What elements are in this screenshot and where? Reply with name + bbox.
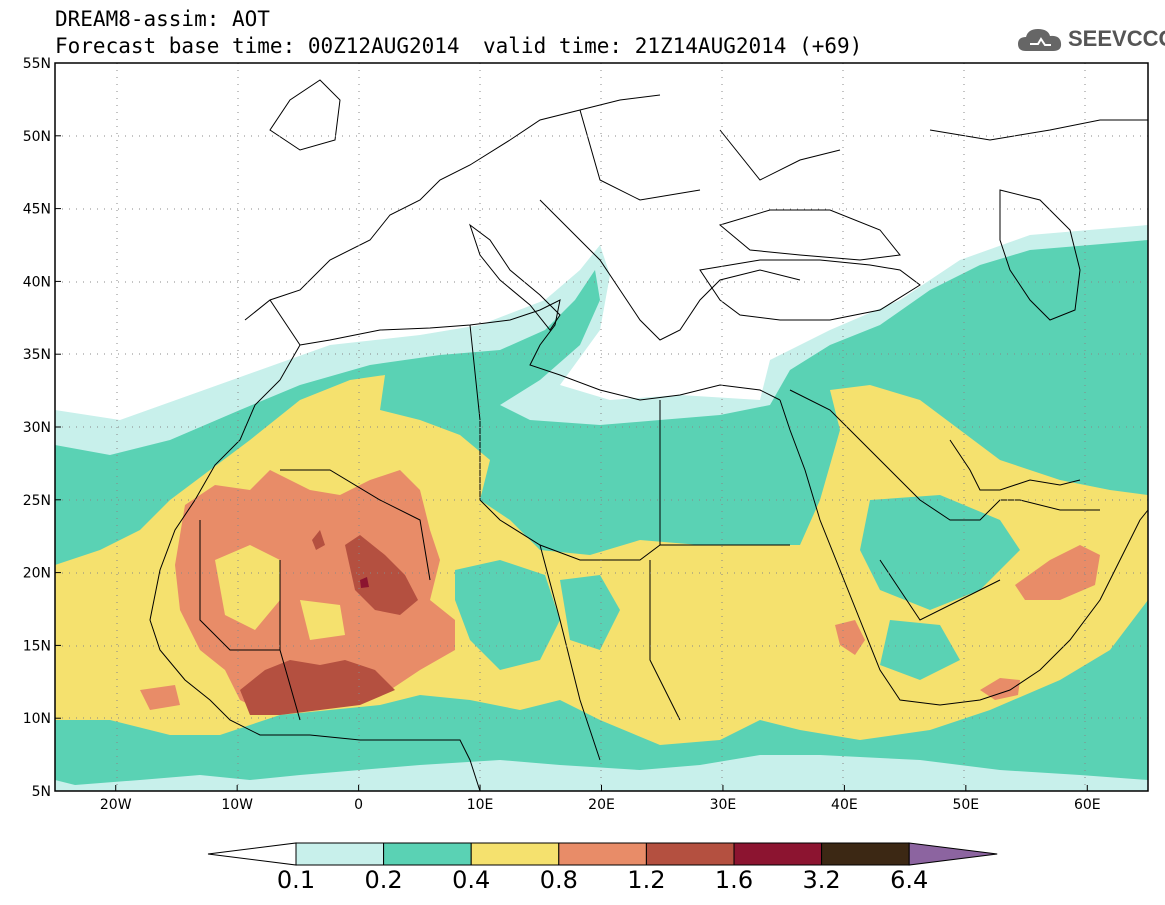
valid-time-label: valid time: 21Z14AUG2014 (+69) [483, 34, 863, 58]
colorbar-label: 0.1 [276, 866, 316, 894]
aot-level-1.2-south [240, 660, 395, 715]
colorbar-label: 3.2 [802, 866, 841, 894]
aot-level-0.8 [175, 470, 455, 715]
aot-level-0.2-inner [560, 575, 620, 650]
logo-text: SEEVCCC [1068, 26, 1165, 51]
aot-level-1.2 [345, 535, 418, 615]
lat-tick-label: 45N [23, 202, 51, 218]
colorbar-label: 0.8 [539, 866, 578, 894]
latitude-ticks: 55N 50N 45N 40N 35N 30N 25N 20N 15N 10N 5N [23, 56, 61, 800]
aot-level-0.2-inner [455, 560, 560, 670]
colorbar-swatch [295, 842, 385, 866]
lat-tick-label: 35N [23, 347, 51, 363]
aot-level-1.2-small [312, 530, 325, 550]
lon-tick-label: 20E [588, 797, 615, 813]
aot-level-0.2-inner [880, 620, 960, 680]
colorbar [207, 842, 998, 866]
lat-tick-label: 5N [32, 784, 51, 800]
colorbar-label: 0.4 [452, 866, 491, 894]
colorbar-swatch [383, 842, 472, 866]
lat-tick-label: 50N [23, 129, 51, 145]
aot-level-0.8-eritrea [835, 620, 865, 655]
colorbar-over-arrow [908, 842, 998, 866]
aot-level-0.8-yemen [980, 678, 1020, 700]
aot-level-0.2-inner [860, 495, 1020, 610]
aot-level-0.4-inner [215, 545, 280, 630]
longitude-ticks: 20W 10W 0 10E 20E 30E 40E 50E 60E [100, 785, 1101, 813]
colorbar-swatch [821, 842, 910, 866]
colorbar-swatch [733, 842, 823, 866]
coastlines [149, 79, 1148, 791]
lon-tick-label: 0 [354, 797, 363, 813]
lat-tick-label: 25N [23, 493, 51, 509]
colorbar-under-arrow [207, 842, 297, 866]
colorbar-label: 6.4 [890, 866, 929, 894]
colorbar-swatch [645, 842, 735, 866]
aot-level-0.4-inner [300, 600, 345, 640]
cloud-icon [1018, 29, 1062, 51]
seevccc-logo: SEEVCCC [1016, 22, 1165, 56]
lon-tick-label: 10E [467, 797, 494, 813]
forecast-times: Forecast base time: 00Z12AUG2014 valid ti… [55, 34, 862, 58]
colorbar-label: 0.2 [364, 866, 403, 894]
lon-tick-label: 60E [1074, 797, 1101, 813]
aot-level-1.6 [360, 577, 369, 588]
aot-level-0.8-west [140, 685, 180, 710]
aot-level-0.8-oman [1015, 545, 1100, 600]
lon-tick-label: 50E [952, 797, 979, 813]
gridlines [55, 63, 1148, 791]
lat-tick-label: 10N [23, 711, 51, 727]
lat-tick-label: 30N [23, 420, 51, 436]
base-time-label: Forecast base time: 00Z12AUG2014 [55, 34, 460, 58]
lat-tick-label: 20N [23, 566, 51, 582]
colorbar-label: 1.6 [714, 866, 754, 894]
aot-field [55, 225, 1148, 791]
colorbar-swatch [558, 842, 647, 866]
lon-tick-label: 30E [710, 797, 737, 813]
lon-tick-label: 20W [100, 797, 132, 813]
lat-tick-label: 55N [23, 56, 51, 72]
colorbar-swatch [470, 842, 560, 866]
lat-tick-label: 15N [23, 638, 51, 654]
lat-tick-label: 40N [23, 274, 51, 290]
colorbar-label: 1.2 [627, 866, 666, 894]
map-title: DREAM8-assim: AOT [55, 7, 270, 31]
lon-tick-label: 40E [831, 797, 858, 813]
lon-tick-label: 10W [221, 797, 253, 813]
